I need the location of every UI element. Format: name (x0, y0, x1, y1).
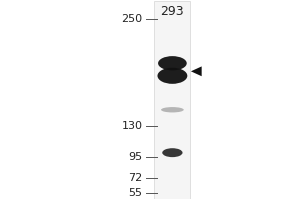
Ellipse shape (162, 148, 182, 157)
Text: 55: 55 (128, 188, 142, 198)
Text: 130: 130 (122, 121, 142, 131)
Text: 293: 293 (160, 5, 184, 18)
Text: 95: 95 (128, 152, 142, 162)
Bar (154, 1, 190, 199)
Ellipse shape (158, 56, 187, 70)
Ellipse shape (158, 68, 187, 84)
Ellipse shape (161, 107, 184, 112)
Text: 72: 72 (128, 173, 142, 183)
Polygon shape (191, 66, 202, 76)
Text: 250: 250 (122, 14, 142, 24)
